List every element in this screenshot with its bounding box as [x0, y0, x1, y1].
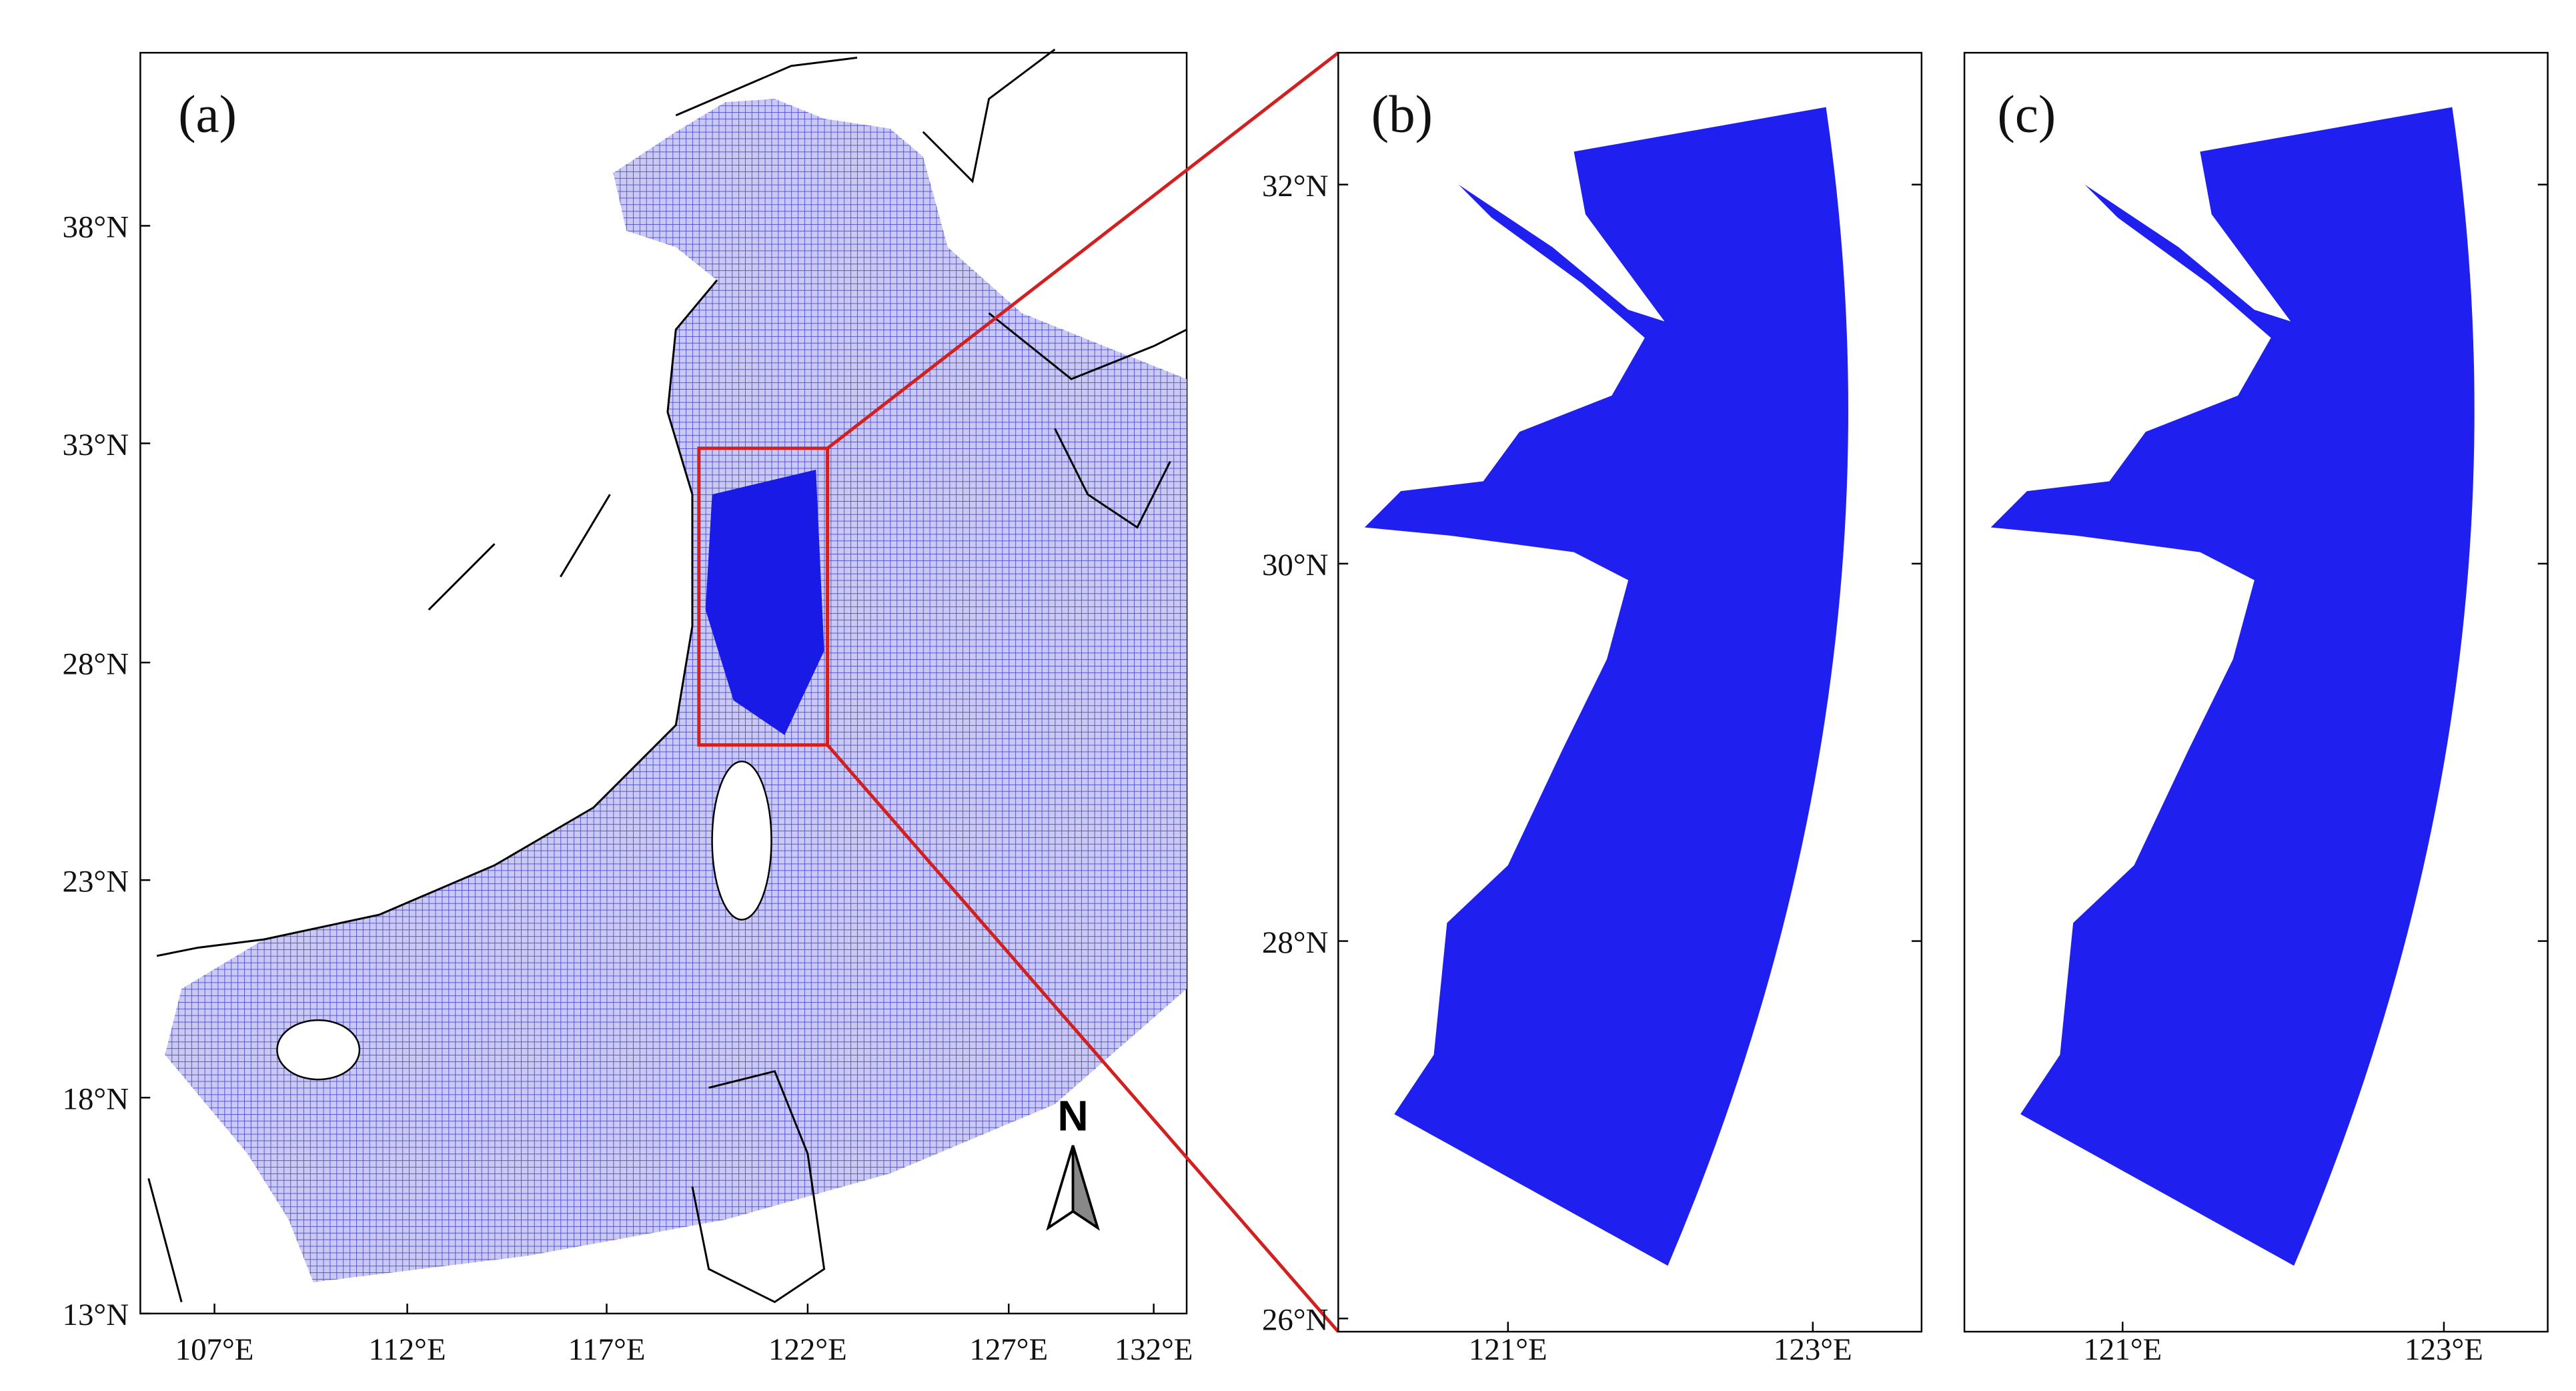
y-tick-label: 33°N — [63, 428, 129, 462]
y-tick-label: 28°N — [63, 646, 129, 681]
x-tick-label: 127°E — [969, 1332, 1048, 1367]
x-tick-label: 123°E — [2405, 1332, 2483, 1367]
panel-label: (a) — [178, 86, 237, 144]
x-tick-label: 117°E — [568, 1332, 645, 1367]
north-arrow-right — [1071, 1145, 1100, 1231]
hainan — [276, 1019, 361, 1081]
y-tick-label: 28°N — [1262, 925, 1329, 960]
model-grid — [1364, 107, 1848, 1266]
taiwan — [711, 761, 772, 921]
zoom-box — [697, 446, 829, 747]
panel-label: (c) — [1997, 86, 2056, 144]
north-label: N — [1057, 1092, 1088, 1140]
y-tick-label: 18°N — [63, 1082, 129, 1117]
model-grid — [165, 99, 1187, 1282]
x-tick-label: 112°E — [369, 1332, 446, 1367]
y-tick-label: 26°N — [1262, 1303, 1329, 1338]
zoom-line — [826, 743, 1340, 1333]
panel-b — [1337, 51, 1923, 1333]
panel-label: (b) — [1371, 86, 1433, 144]
x-tick-label: 107°E — [175, 1332, 254, 1367]
x-tick-label: 123°E — [1774, 1332, 1852, 1367]
x-tick-label: 132°E — [1115, 1332, 1193, 1367]
y-tick-label: 38°N — [63, 210, 129, 245]
x-tick-label: 122°E — [768, 1332, 847, 1367]
y-tick-label: 13°N — [63, 1298, 129, 1332]
zoom-line — [826, 51, 1339, 450]
y-tick-label: 30°N — [1262, 548, 1329, 582]
panel-a: N — [139, 48, 1340, 1333]
x-tick-label: 121°E — [2083, 1332, 2162, 1367]
coastline — [147, 48, 1187, 1304]
y-tick-label: 23°N — [63, 864, 129, 899]
panel-c — [1963, 51, 2549, 1333]
nested-grid — [705, 470, 824, 735]
x-tick-label: 121°E — [1469, 1332, 1547, 1367]
y-tick-label: 32°N — [1262, 169, 1329, 203]
model-grid — [1990, 107, 2475, 1266]
